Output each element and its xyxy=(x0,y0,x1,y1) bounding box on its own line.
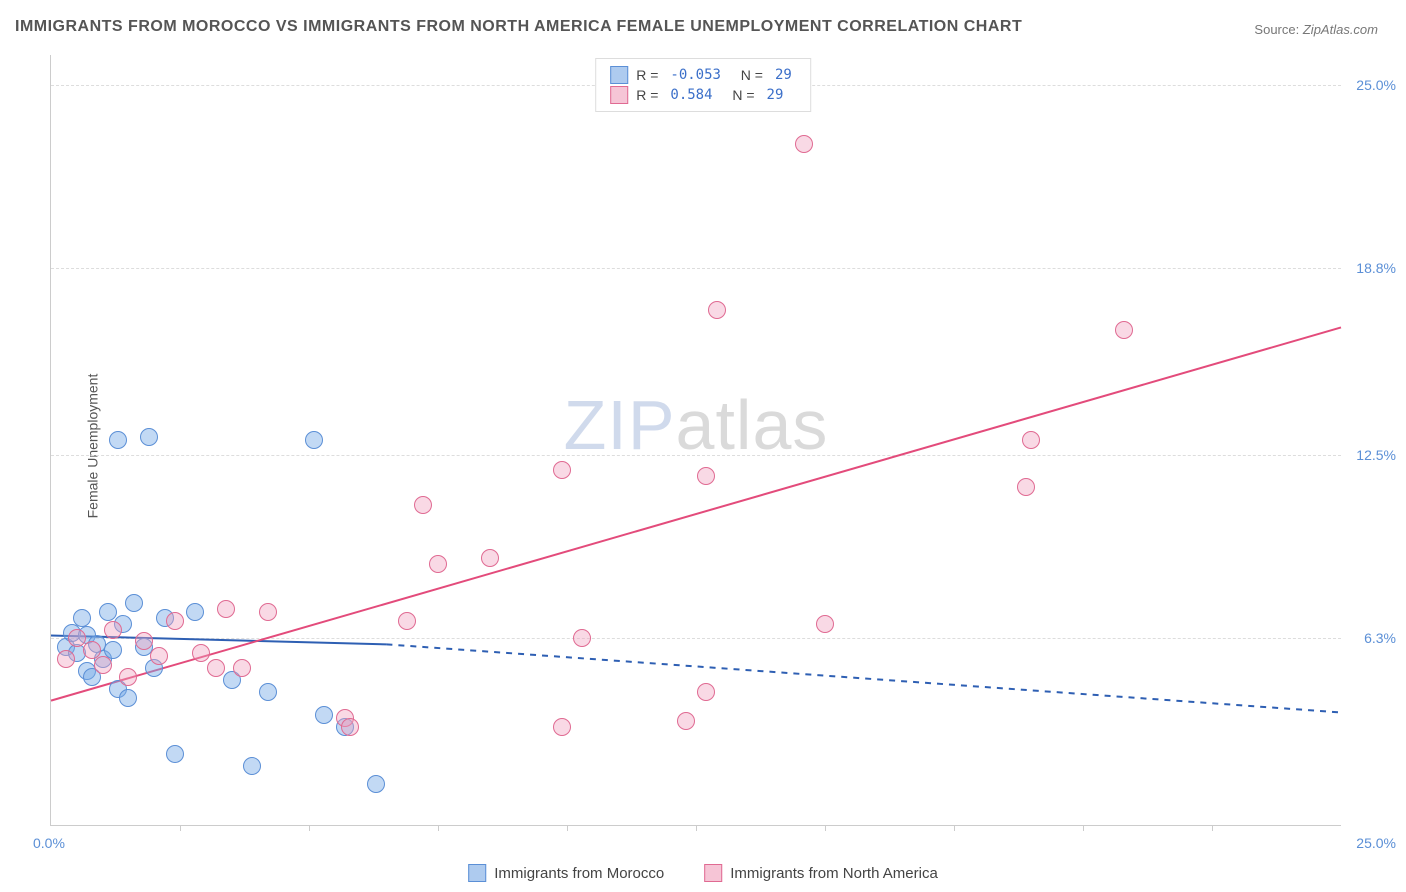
x-tick xyxy=(1212,825,1213,831)
x-tick xyxy=(309,825,310,831)
legend-swatch xyxy=(704,864,722,882)
data-point xyxy=(166,612,184,630)
data-point xyxy=(816,615,834,633)
data-point xyxy=(119,689,137,707)
data-point xyxy=(73,609,91,627)
legend-series-label: Immigrants from Morocco xyxy=(494,865,664,882)
x-tick xyxy=(180,825,181,831)
legend-series-item: Immigrants from Morocco xyxy=(468,864,664,882)
x-tick xyxy=(825,825,826,831)
data-point xyxy=(398,612,416,630)
data-point xyxy=(94,656,112,674)
legend-stat-row: R = 0.584 N = 29 xyxy=(610,85,796,105)
data-point xyxy=(414,496,432,514)
y-tick-label: 6.3% xyxy=(1364,630,1396,646)
y-tick-label: 25.0% xyxy=(1356,77,1396,93)
x-tick xyxy=(954,825,955,831)
series-legend: Immigrants from Morocco Immigrants from N… xyxy=(468,864,938,882)
data-point xyxy=(109,431,127,449)
data-point xyxy=(135,632,153,650)
data-point xyxy=(166,745,184,763)
legend-swatch xyxy=(468,864,486,882)
chart-plot-area: ZIPatlas 0.0% 25.0% 6.3%12.5%18.8%25.0% xyxy=(50,55,1341,826)
data-point xyxy=(207,659,225,677)
r-label: R = xyxy=(636,87,658,103)
data-point xyxy=(305,431,323,449)
data-point xyxy=(150,647,168,665)
data-point xyxy=(119,668,137,686)
legend-stat-row: R = -0.053 N = 29 xyxy=(610,65,796,85)
n-value: 29 xyxy=(775,67,792,83)
regression-line xyxy=(51,327,1341,700)
n-value: 29 xyxy=(767,87,784,103)
data-point xyxy=(1022,431,1040,449)
data-point xyxy=(217,600,235,618)
x-tick xyxy=(567,825,568,831)
data-point xyxy=(367,775,385,793)
data-point xyxy=(553,461,571,479)
legend-series-item: Immigrants from North America xyxy=(704,864,938,882)
n-label: N = xyxy=(733,67,763,83)
x-tick xyxy=(696,825,697,831)
data-point xyxy=(259,603,277,621)
data-point xyxy=(481,549,499,567)
data-point xyxy=(795,135,813,153)
data-point xyxy=(341,718,359,736)
n-label: N = xyxy=(725,87,755,103)
r-value: 0.584 xyxy=(670,87,712,103)
data-point xyxy=(1017,478,1035,496)
data-point xyxy=(57,650,75,668)
source-value: ZipAtlas.com xyxy=(1303,22,1378,37)
data-point xyxy=(677,712,695,730)
data-point xyxy=(573,629,591,647)
data-point xyxy=(553,718,571,736)
data-point xyxy=(1115,321,1133,339)
y-tick-label: 18.8% xyxy=(1356,260,1396,276)
x-axis-origin-label: 0.0% xyxy=(33,835,65,851)
data-point xyxy=(259,683,277,701)
legend-series-label: Immigrants from North America xyxy=(730,865,938,882)
y-tick-label: 12.5% xyxy=(1356,447,1396,463)
x-tick xyxy=(1083,825,1084,831)
data-point xyxy=(99,603,117,621)
data-point xyxy=(186,603,204,621)
r-label: R = xyxy=(636,67,658,83)
r-value: -0.053 xyxy=(670,67,721,83)
data-point xyxy=(315,706,333,724)
legend-swatch xyxy=(610,66,628,84)
source-attribution: Source: ZipAtlas.com xyxy=(1254,22,1378,37)
data-point xyxy=(68,629,86,647)
x-tick xyxy=(438,825,439,831)
data-point xyxy=(697,467,715,485)
legend-swatch xyxy=(610,86,628,104)
data-point xyxy=(233,659,251,677)
data-point xyxy=(243,757,261,775)
x-axis-max-label: 25.0% xyxy=(1356,835,1396,851)
regression-line xyxy=(386,644,1341,712)
data-point xyxy=(697,683,715,701)
data-point xyxy=(192,644,210,662)
regression-lines-layer xyxy=(51,55,1341,825)
data-point xyxy=(140,428,158,446)
data-point xyxy=(708,301,726,319)
data-point xyxy=(125,594,143,612)
data-point xyxy=(429,555,447,573)
correlation-legend: R =-0.053 N =29R =0.584 N =29 xyxy=(595,58,811,112)
data-point xyxy=(104,621,122,639)
chart-title: IMMIGRANTS FROM MOROCCO VS IMMIGRANTS FR… xyxy=(15,18,1022,36)
source-label: Source: xyxy=(1254,22,1299,37)
